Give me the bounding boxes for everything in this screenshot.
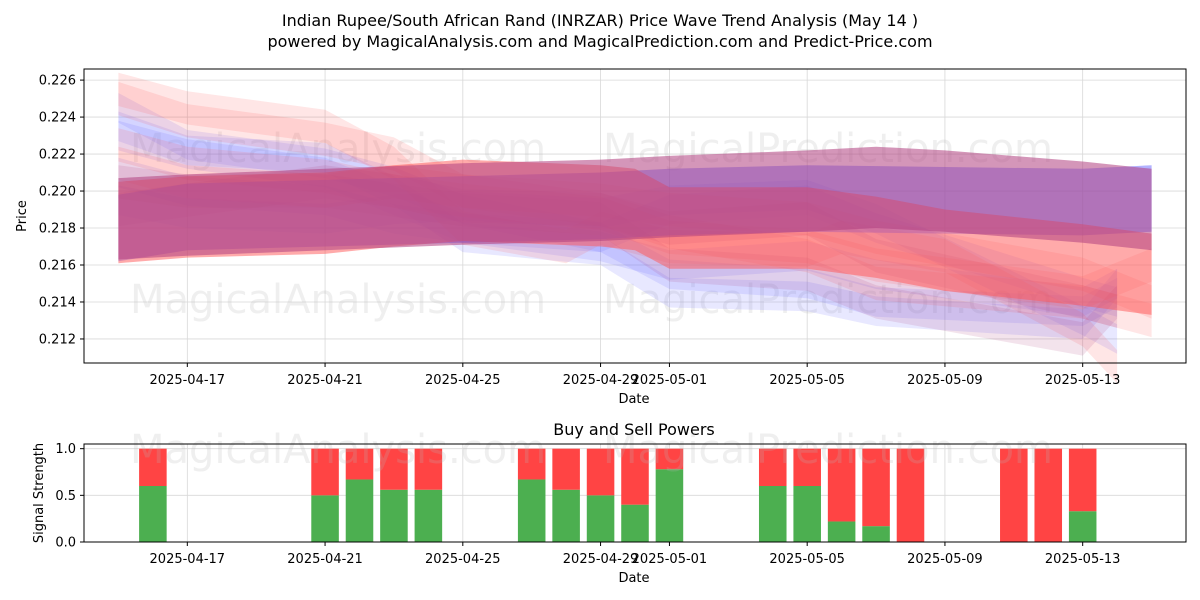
buy-bar [586, 495, 615, 542]
watermark: MagicalPrediction.com [603, 427, 1053, 473]
signal-x-label: Date [618, 571, 649, 586]
x-tick-label: 2025-05-01 [632, 373, 708, 388]
buy-sell-chart: Buy and Sell Powers MagicalAnalysis.com … [32, 420, 1187, 586]
x-tick-label: 2025-05-01 [632, 552, 708, 567]
price-wave-chart: MagicalAnalysis.com MagicalPrediction.co… [15, 68, 1187, 407]
x-tick-label: 2025-04-21 [287, 373, 363, 388]
sell-bar [758, 448, 787, 486]
price-x-label: Date [618, 392, 649, 407]
signal-watermarks: MagicalAnalysis.com MagicalPrediction.co… [130, 427, 1053, 473]
figure-title: Indian Rupee/South African Rand (INRZAR)… [282, 11, 918, 30]
buy-bar [345, 479, 374, 542]
buy-bar [380, 489, 408, 542]
watermark: MagicalAnalysis.com [130, 427, 546, 473]
watermark: MagicalAnalysis.com [130, 277, 546, 323]
sell-bar [862, 448, 890, 527]
x-tick-label: 2025-05-09 [907, 373, 983, 388]
sell-bar [896, 448, 925, 542]
signal-plot-frame [83, 443, 1187, 543]
buy-bar [793, 486, 821, 542]
sell-bar [311, 448, 339, 496]
x-tick-label: 2025-04-25 [425, 373, 501, 388]
x-tick-label: 2025-05-05 [769, 552, 845, 567]
x-tick-label: 2025-04-25 [425, 552, 501, 567]
price-series [118, 72, 1152, 384]
purple-wave-band [118, 146, 1152, 260]
signal-bars [139, 448, 1097, 542]
sell-bar [552, 448, 580, 490]
sell-bar [621, 448, 649, 505]
price-x-ticks: 2025-04-17 2025-04-21 2025-04-25 2025-04-29… [150, 363, 1121, 388]
x-tick-label: 2025-05-05 [769, 373, 845, 388]
y-tick-label: 0.216 [39, 259, 76, 274]
sell-bar [345, 448, 374, 480]
x-tick-label: 2025-04-21 [287, 552, 363, 567]
sell-bar [517, 448, 546, 480]
buy-bar [862, 526, 890, 542]
buy-sell-title: Buy and Sell Powers [553, 420, 715, 439]
figure-subtitle: powered by MagicalAnalysis.com and Magic… [267, 32, 932, 51]
x-tick-label: 2025-04-17 [150, 373, 226, 388]
y-tick-label: 0.220 [39, 185, 76, 200]
buy-bar [758, 486, 787, 542]
sell-bar [1000, 448, 1028, 542]
sell-bar [1034, 448, 1063, 542]
buy-bar [139, 486, 167, 542]
sell-bar [139, 448, 167, 486]
buy-bar [1068, 511, 1097, 542]
buy-bar [311, 495, 339, 542]
x-tick-label: 2025-04-17 [150, 552, 226, 567]
sell-bar [586, 448, 615, 496]
buy-bar [827, 521, 856, 542]
sell-bar [380, 448, 408, 490]
signal-y-ticks: 0.0 0.5 1.0 [55, 442, 84, 551]
y-tick-label: 0.214 [39, 295, 76, 310]
buy-bar [655, 469, 684, 542]
sell-bar [655, 448, 684, 470]
buy-bar [517, 479, 546, 542]
sell-bar [1068, 448, 1097, 512]
price-plot-frame [83, 68, 1187, 364]
signal-x-ticks: 2025-04-17 2025-04-21 2025-04-25 2025-04-29… [150, 542, 1121, 567]
y-tick-label: 0.212 [39, 332, 76, 347]
price-y-ticks: 0.212 0.214 0.216 0.218 0.220 0.222 0.224 0.226 [39, 74, 84, 347]
x-tick-label: 2025-05-09 [907, 552, 983, 567]
buy-bar [414, 489, 443, 542]
x-tick-label: 2025-04-29 [563, 552, 639, 567]
buy-bar [621, 504, 649, 542]
y-tick-label: 0.218 [39, 222, 76, 237]
sell-bar [414, 448, 443, 490]
x-tick-label: 2025-04-29 [563, 373, 639, 388]
x-tick-label: 2025-05-13 [1045, 373, 1121, 388]
x-tick-label: 2025-05-13 [1045, 552, 1121, 567]
buy-bar [552, 489, 580, 542]
price-y-label: Price [15, 200, 30, 232]
y-tick-label: 1.0 [55, 442, 76, 457]
y-tick-label: 0.224 [39, 111, 76, 126]
sell-bar [827, 448, 856, 522]
blue-wave-band [118, 93, 1118, 326]
y-tick-label: 0.226 [39, 74, 76, 89]
sell-bar [793, 448, 821, 486]
signal-y-label: Signal Strength [32, 443, 47, 543]
y-tick-label: 0.5 [55, 489, 76, 504]
y-tick-label: 0.0 [55, 536, 76, 551]
y-tick-label: 0.222 [39, 148, 76, 163]
